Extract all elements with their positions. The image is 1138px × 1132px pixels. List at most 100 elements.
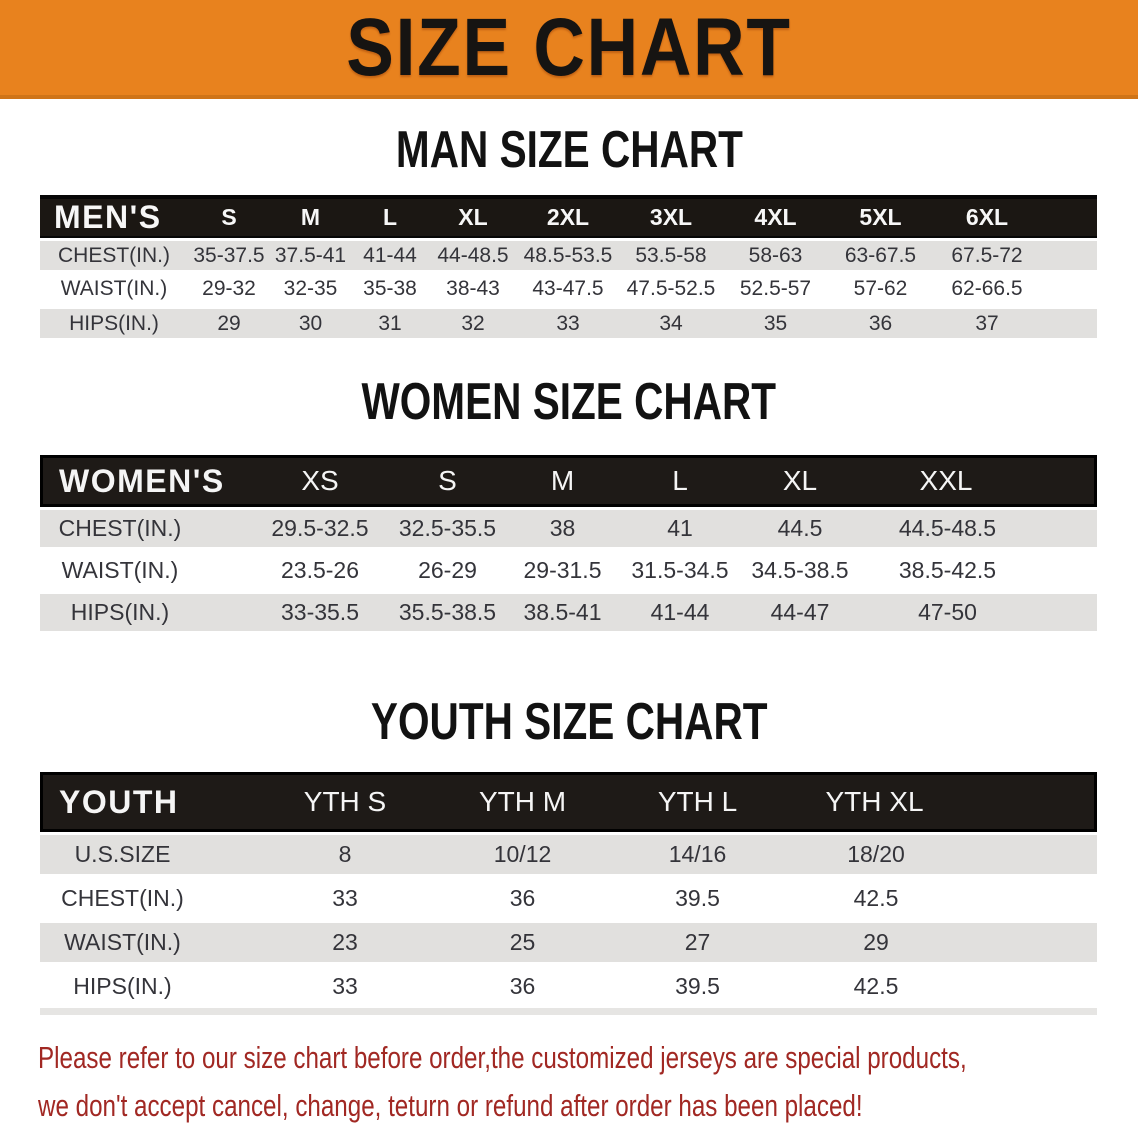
size-cell: 44-47 (740, 591, 860, 633)
men-size-table-container: MEN'S S M L XL 2XL 3XL 4XL 5XL 6XL CHEST(IN.) 35-37… (40, 195, 1097, 340)
order-notice: Please refer to our size chart before or… (38, 1034, 1138, 1130)
size-cell: 43-47.5 (532, 277, 604, 300)
column-header: YTH L (610, 772, 785, 832)
size-cell: 33-35.5 (250, 591, 390, 633)
row-label: WAIST(IN.) (60, 277, 168, 300)
column-header: 6XL (933, 195, 1097, 238)
size-cell: 35-37.5 (188, 238, 270, 272)
column-header: M (270, 195, 351, 238)
youth-section-heading: YOUTH SIZE CHART (0, 694, 1138, 750)
size-cell: 57-62 (853, 277, 908, 300)
women-section-heading-text: WOMEN SIZE CHART (361, 373, 777, 431)
table-row: CHEST(IN.) 29.5-32.5 32.5-35.5 38 41 44.5 44.5… (40, 507, 1097, 549)
size-cell: 52.5-57 (739, 277, 812, 300)
size-cell: 34.5-38.5 (751, 556, 849, 583)
size-cell: 47-50 (860, 591, 1097, 633)
size-cell: 33 (332, 972, 358, 999)
size-cell: 29-31.5 (523, 556, 602, 583)
size-cell: 33 (332, 884, 358, 911)
women-size-table: WOMEN'S XS S M L XL XXL CHEST(IN.) 29.5-32.5 32.5… (40, 455, 1097, 633)
men-group-label: MEN'S (40, 195, 188, 238)
size-cell: 39.5 (675, 972, 720, 999)
column-header: L (620, 455, 740, 507)
size-cell: 38 (505, 507, 620, 549)
order-notice-line-2: we don't accept cancel, change, teturn o… (38, 1088, 863, 1123)
column-header: S (188, 195, 270, 238)
size-cell: 32-35 (283, 277, 338, 300)
size-cell: 23.5-26 (280, 556, 359, 583)
size-cell: 37 (933, 306, 1097, 340)
column-header: XS (250, 455, 390, 507)
size-cell: 23 (255, 920, 435, 964)
size-chart-banner: SIZE CHART (0, 0, 1138, 99)
column-header: L (351, 195, 429, 238)
size-cell: 38.5-42.5 (898, 556, 997, 583)
size-cell: 31 (351, 306, 429, 340)
column-header: XL (740, 455, 860, 507)
size-cell: 37.5-41 (270, 238, 351, 272)
size-cell: 14/16 (610, 832, 785, 876)
size-cell: 47.5-52.5 (626, 277, 716, 300)
table-row: WAIST(IN.) 23.5-26 26-29 29-31.5 31.5-34.5 34… (40, 549, 1097, 591)
size-cell: 33 (517, 306, 619, 340)
size-cell: 26-29 (418, 556, 477, 583)
size-cell: 41 (620, 507, 740, 549)
men-size-table: MEN'S S M L XL 2XL 3XL 4XL 5XL 6XL CHEST(IN.) 35-37… (40, 195, 1097, 340)
column-header: XL (429, 195, 517, 238)
size-cell: 44.5 (740, 507, 860, 549)
column-header: 4XL (723, 195, 828, 238)
size-cell: 29.5-32.5 (250, 507, 390, 549)
size-cell: 8 (255, 832, 435, 876)
size-cell: 30 (270, 306, 351, 340)
size-cell: 36 (509, 972, 536, 999)
men-section-heading-text: MAN SIZE CHART (395, 121, 743, 179)
size-cell: 38-43 (446, 277, 500, 300)
women-section-heading: WOMEN SIZE CHART (0, 374, 1138, 430)
size-cell: 44.5-48.5 (860, 507, 1097, 549)
column-header: M (505, 455, 620, 507)
column-header: S (390, 455, 505, 507)
size-cell: 32.5-35.5 (390, 507, 505, 549)
size-cell: 25 (435, 920, 610, 964)
women-size-table-container: WOMEN'S XS S M L XL XXL CHEST(IN.) 29.5-32.5 32.5… (40, 455, 1097, 633)
table-row: WAIST(IN.) 29-32 32-35 35-38 38-43 43-47.5 47.… (40, 272, 1097, 306)
row-label: WAIST(IN.) (40, 920, 255, 964)
order-notice-line-1: Please refer to our size chart before or… (38, 1040, 967, 1075)
column-header: 2XL (517, 195, 619, 238)
column-header: YTH M (435, 772, 610, 832)
column-header: YTH XL (785, 772, 1097, 832)
header-row: YOUTH YTH S YTH M YTH L YTH XL (40, 772, 1097, 832)
column-header: YTH S (255, 772, 435, 832)
row-label: HIPS(IN.) (40, 591, 250, 633)
women-group-label: WOMEN'S (40, 455, 250, 507)
youth-group-label: YOUTH (40, 772, 255, 832)
size-cell: 35 (723, 306, 828, 340)
size-cell: 41-44 (620, 591, 740, 633)
men-section-heading: MAN SIZE CHART (0, 122, 1138, 178)
size-cell: 27 (610, 920, 785, 964)
size-cell: 62-66.5 (951, 277, 1023, 300)
table-row: HIPS(IN.) 33-35.5 35.5-38.5 38.5-41 41-44 44-… (40, 591, 1097, 633)
size-cell: 18/20 (785, 832, 1097, 876)
size-cell: 53.5-58 (619, 238, 723, 272)
size-cell: 29-32 (202, 277, 256, 300)
table-row: CHEST(IN.) 33 36 39.5 42.5 (40, 876, 1097, 920)
table-row: HIPS(IN.) 33 36 39.5 42.5 (40, 964, 1097, 1008)
row-label: HIPS(IN.) (40, 306, 188, 340)
banner-title: SIZE CHART (346, 1, 792, 93)
size-cell: 63-67.5 (828, 238, 933, 272)
table-row: HIPS(IN.) 29 30 31 32 33 34 35 36 37 (40, 306, 1097, 340)
size-cell: 35.5-38.5 (390, 591, 505, 633)
row-label: CHEST(IN.) (40, 507, 250, 549)
size-cell: 67.5-72 (933, 238, 1097, 272)
youth-section-heading-text: YOUTH SIZE CHART (370, 693, 768, 751)
column-header: XXL (860, 455, 1097, 507)
header-row: MEN'S S M L XL 2XL 3XL 4XL 5XL 6XL (40, 195, 1097, 238)
row-label: HIPS(IN.) (73, 972, 172, 999)
row-label: U.S.SIZE (40, 832, 255, 876)
header-row: WOMEN'S XS S M L XL XXL (40, 455, 1097, 507)
size-cell: 48.5-53.5 (517, 238, 619, 272)
size-cell: 58-63 (723, 238, 828, 272)
size-cell: 44-48.5 (429, 238, 517, 272)
size-cell: 29 (785, 920, 1097, 964)
